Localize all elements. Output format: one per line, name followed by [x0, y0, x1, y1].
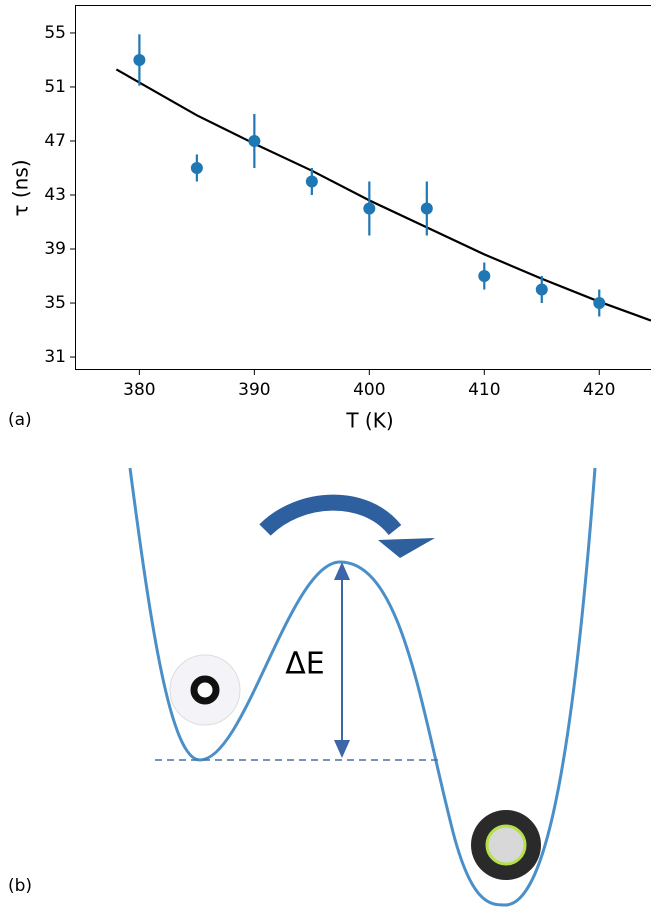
x-tick-label: 380 — [123, 380, 155, 400]
arrow-head — [378, 538, 435, 558]
data-point — [593, 297, 606, 310]
y-tick-label: 47 — [44, 131, 66, 151]
state-icon — [190, 675, 220, 705]
y-tick-label: 55 — [44, 23, 66, 43]
fit-line — [115, 68, 651, 322]
energy-label: ΔE — [285, 647, 324, 682]
y-tick-label: 43 — [44, 185, 66, 205]
x-tick-label: 410 — [468, 380, 500, 400]
transition-arrow — [259, 494, 402, 536]
state-icon — [485, 824, 527, 866]
data-point — [420, 202, 433, 215]
x-axis-label: T (K) — [345, 409, 393, 433]
diagram: ΔE (b) — [8, 467, 597, 907]
y-axis-label: τ (ns) — [9, 159, 33, 216]
y-tick-label: 39 — [44, 239, 66, 259]
data-point — [305, 175, 318, 188]
y-tick-label: 35 — [44, 293, 66, 313]
axes-frame — [75, 5, 651, 370]
energy-curve — [128, 467, 597, 907]
panel-label: (b) — [8, 876, 32, 896]
y-tick-label: 31 — [44, 347, 66, 367]
x-tick-label: 420 — [583, 380, 615, 400]
y-tick-label: 51 — [44, 77, 66, 97]
arrow-head — [334, 740, 350, 758]
data-point — [535, 283, 548, 296]
x-tick-label: 390 — [238, 380, 270, 400]
data-point — [190, 161, 203, 174]
data-point — [478, 270, 491, 283]
data-point — [133, 53, 146, 66]
panel-label: (a) — [8, 410, 32, 430]
arrow-head — [334, 562, 350, 580]
x-tick-label: 400 — [353, 380, 385, 400]
data-point — [363, 202, 376, 215]
data-point — [248, 134, 261, 147]
